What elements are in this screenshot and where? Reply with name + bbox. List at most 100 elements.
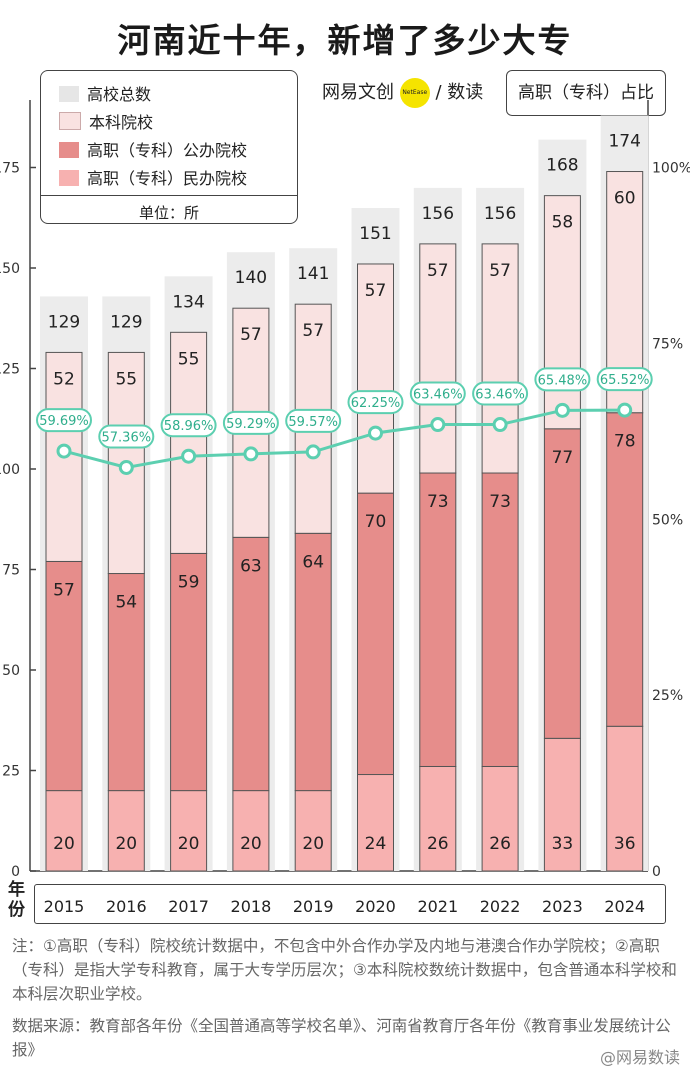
y-tick-label: 125 (0, 362, 20, 378)
x-tick-label: 2018 (231, 897, 272, 916)
bar-segment (357, 774, 394, 872)
y-tick-label: 175 (0, 161, 20, 177)
legend-label: 高校总数 (87, 85, 152, 104)
ratio-value-label: 59.57% (288, 415, 338, 430)
y-tick-label: 75 (2, 563, 20, 579)
bar-segment (170, 790, 208, 872)
legend-unit: 单位：所 (41, 195, 297, 223)
x-tick-label: 2023 (542, 897, 583, 916)
bar-value-label: 78 (614, 432, 636, 452)
bar-segment (107, 790, 145, 872)
bar-value-label: 77 (552, 448, 574, 468)
legend-item-public-vocational: 高职（专科）公办院校 (59, 137, 247, 161)
bar-segment (357, 263, 394, 494)
ratio-label-bubble (160, 413, 217, 438)
bar-value-label: 20 (240, 834, 262, 854)
ratio-label-bubble (98, 424, 155, 449)
x-tick-label: 2020 (355, 897, 396, 916)
year-axis-box (34, 884, 666, 924)
total-label: 174 (608, 132, 640, 152)
bar-value-label: 73 (489, 492, 511, 512)
ratio-value-label: 63.46% (475, 388, 525, 403)
ratio-point (243, 446, 259, 462)
x-tick-label: 2017 (168, 897, 209, 916)
bar-segment (107, 573, 145, 792)
bar-value-label: 55 (178, 349, 200, 369)
bar-segment (357, 492, 394, 776)
ratio-point (368, 425, 383, 441)
total-label: 168 (546, 156, 578, 176)
ratio-line-path (63, 408, 625, 470)
bar-value-label: 57 (365, 281, 387, 301)
legend-swatch (59, 112, 81, 130)
legend-swatch (59, 86, 79, 102)
brand-separator: / (435, 82, 442, 103)
x-tick-label: 2015 (44, 897, 85, 916)
ratio-value-label: 65.48% (538, 373, 588, 388)
bar-segment (419, 765, 457, 872)
bar-value-label: 24 (365, 834, 387, 854)
footnote: 注：①高职（专科）院校统计数据中，不包含中外合作办学及内地与港澳合作办学院校；②… (12, 937, 677, 1003)
ratio-point (305, 444, 321, 460)
legend-item-total: 高校总数 (59, 81, 151, 105)
ratio-axis-label: 高职（专科）占比 (506, 70, 666, 116)
ratio-value-label: 59.29% (226, 417, 276, 432)
legend-swatch (59, 170, 79, 186)
legend-item-private-vocational: 高职（专科）民办院校 (59, 165, 247, 189)
ratio-label-bubble (36, 408, 92, 433)
bar-segment (606, 412, 644, 727)
year-axis-label: 年份 (8, 880, 25, 920)
ratio-label-bubble (472, 381, 529, 406)
bar-value-label: 20 (53, 834, 75, 854)
bar-segment (45, 790, 83, 872)
ratio-value-label: 59.69% (39, 414, 89, 429)
total-label: 156 (422, 204, 454, 224)
legend-label: 本科院校 (89, 113, 154, 132)
bar-segment (232, 536, 270, 792)
brand-sub: 数读 (447, 82, 484, 103)
ratio-label-bubble (409, 381, 466, 406)
total-label: 129 (48, 312, 80, 332)
bar-value-label: 60 (614, 189, 636, 209)
brand-badge: NetEase (399, 78, 430, 108)
bar-value-label: 54 (115, 593, 137, 613)
ratio-label-bubble (596, 367, 653, 392)
bar-value-label: 20 (178, 834, 200, 854)
y2-tick-label: 100% (652, 161, 690, 177)
bar-value-label: 63 (240, 556, 262, 576)
bar-segment (232, 790, 270, 872)
x-tick-label: 2021 (417, 897, 458, 916)
x-tick-label: 2022 (480, 897, 521, 916)
bar-segment (45, 560, 83, 792)
ratio-label-bubble (534, 367, 591, 392)
source-note: 数据来源：教育部各年份《全国普通高等学校名单》、河南省教育厅各年份《教育事业发展… (12, 1017, 671, 1059)
watermark: @网易数读 (599, 1048, 680, 1067)
ratio-point (118, 459, 134, 475)
y2-tick-label: 25% (652, 688, 683, 704)
total-label: 156 (484, 204, 516, 224)
legend-swatch (59, 142, 79, 158)
bar-segment (543, 737, 581, 872)
ratio-point (492, 417, 508, 433)
y2-tick-label: 0 (652, 864, 661, 880)
ratio-value-label: 58.96% (164, 419, 214, 434)
bar-value-label: 55 (115, 369, 137, 389)
ratio-point (430, 417, 446, 433)
bar-value-label: 57 (53, 580, 75, 600)
ratio-value-label: 62.25% (351, 396, 401, 411)
bar-value-label: 57 (302, 321, 324, 341)
bar-segment (481, 472, 519, 767)
ratio-point (617, 402, 633, 418)
bar-segment (170, 331, 208, 554)
bar-value-label: 57 (427, 261, 449, 281)
bar-segment (170, 552, 208, 792)
ratio-value-label: 63.46% (413, 388, 463, 403)
bar-value-label: 73 (427, 492, 449, 512)
ratio-label-bubble (222, 410, 279, 435)
bar-segment (419, 243, 457, 474)
y-tick-label: 25 (2, 764, 20, 780)
bar-segment (481, 243, 519, 474)
ratio-point (554, 402, 570, 418)
total-label: 151 (359, 224, 391, 244)
